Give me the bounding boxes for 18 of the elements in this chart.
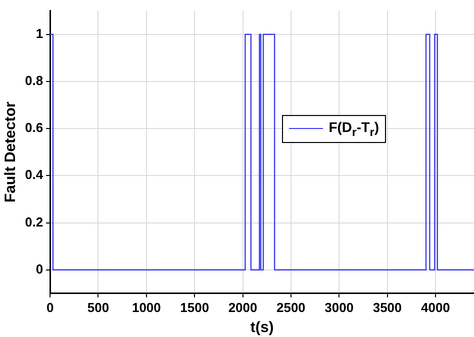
legend-label: F(D$_{r}$-T$_{r}$): [328, 119, 379, 139]
x-tick-label: 1500: [180, 300, 210, 315]
x-axis-title: t(s): [250, 319, 274, 336]
y-tick-label: 0.6: [24, 120, 44, 136]
y-tick-label: 0.2: [24, 214, 44, 230]
x-tick-label: 2500: [276, 300, 306, 315]
x-tick-label: 4000: [421, 300, 450, 315]
y-tick-label: 1: [36, 26, 44, 41]
y-axis-title: Fault Detector: [2, 102, 20, 203]
y-tick-label: 0.8: [24, 73, 44, 88]
y-tick-label: 0.4: [24, 167, 44, 182]
x-tick-label: 3000: [324, 300, 354, 315]
x-tick-label: 500: [87, 300, 110, 315]
x-tick-label: 2000: [228, 300, 258, 315]
x-tick-label: 3500: [372, 300, 402, 315]
x-tick-label: 1000: [132, 300, 161, 315]
y-tick-label: 0: [36, 261, 44, 276]
x-tick-label: 0: [46, 300, 54, 315]
